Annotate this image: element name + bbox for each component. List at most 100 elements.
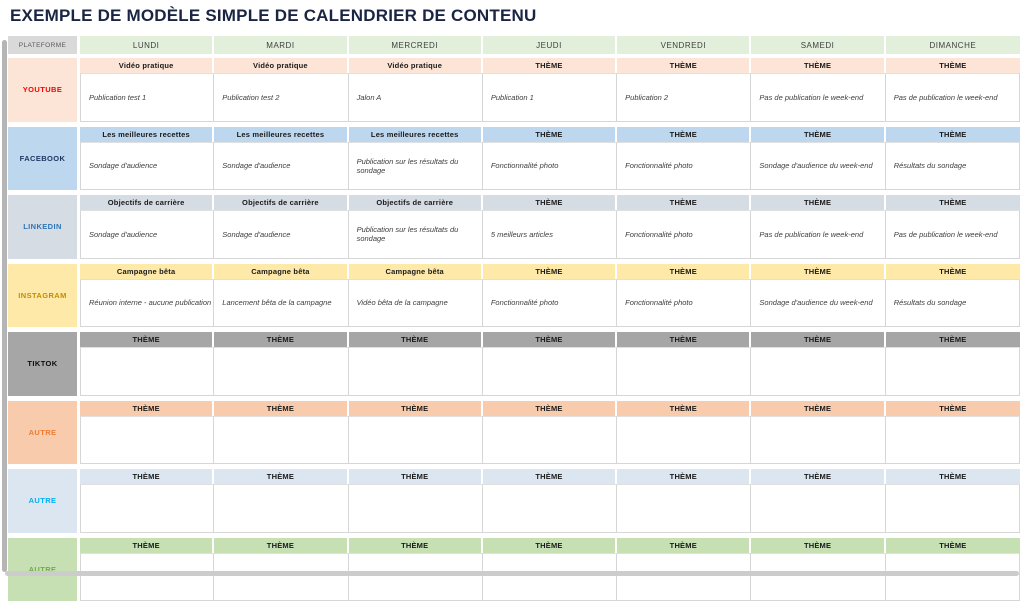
theme-cell[interactable]: THÈME [348, 469, 483, 484]
platform-cell-autre[interactable]: AUTRE [8, 400, 77, 464]
theme-cell[interactable]: Objectifs de carrière [80, 195, 215, 210]
content-cell[interactable]: Pas de publication le week-end [751, 73, 886, 122]
content-cell[interactable] [482, 552, 618, 601]
platform-cell-autre[interactable]: AUTRE [8, 537, 77, 601]
theme-cell[interactable]: THÈME [751, 58, 886, 73]
content-cell[interactable] [348, 552, 483, 601]
theme-cell[interactable]: THÈME [885, 58, 1020, 73]
content-cell[interactable] [885, 415, 1020, 464]
theme-cell[interactable]: THÈME [482, 332, 618, 347]
theme-cell[interactable]: Campagne bêta [348, 263, 483, 279]
theme-cell[interactable]: THÈME [885, 126, 1020, 142]
platform-cell-autre[interactable]: AUTRE [8, 469, 77, 533]
theme-cell[interactable]: THÈME [885, 537, 1020, 553]
content-cell[interactable] [80, 415, 215, 464]
content-cell[interactable]: Résultats du sondage [885, 278, 1020, 327]
content-cell[interactable]: Fonctionnalité photo [482, 141, 618, 190]
theme-cell[interactable]: THÈME [617, 58, 752, 73]
theme-cell[interactable]: THÈME [348, 537, 483, 553]
theme-cell[interactable]: THÈME [348, 332, 483, 347]
theme-cell[interactable]: THÈME [885, 400, 1020, 416]
content-cell[interactable]: Publication 2 [617, 73, 752, 122]
theme-cell[interactable]: THÈME [617, 332, 752, 347]
content-cell[interactable] [885, 347, 1020, 396]
content-cell[interactable] [617, 484, 752, 533]
theme-cell[interactable]: Objectifs de carrière [214, 195, 349, 210]
content-cell[interactable]: Pas de publication le week-end [751, 210, 886, 259]
theme-cell[interactable]: THÈME [751, 537, 886, 553]
content-cell[interactable] [751, 347, 886, 396]
theme-cell[interactable]: THÈME [214, 332, 349, 347]
content-cell[interactable]: Résultats du sondage [885, 141, 1020, 190]
content-cell[interactable]: Lancement bêta de la campagne [214, 278, 349, 327]
theme-cell[interactable]: THÈME [348, 400, 483, 416]
theme-cell[interactable]: THÈME [617, 537, 752, 553]
content-cell[interactable]: Publication sur les résultats du sondage [348, 141, 483, 190]
theme-cell[interactable]: THÈME [482, 58, 618, 73]
theme-cell[interactable]: Les meilleures recettes [80, 126, 215, 142]
content-cell[interactable]: 5 meilleurs articles [482, 210, 618, 259]
theme-cell[interactable]: THÈME [751, 126, 886, 142]
theme-cell[interactable]: THÈME [482, 400, 618, 416]
content-cell[interactable] [482, 415, 618, 464]
theme-cell[interactable]: THÈME [885, 469, 1020, 484]
content-cell[interactable] [751, 484, 886, 533]
theme-cell[interactable]: THÈME [617, 400, 752, 416]
theme-cell[interactable]: Les meilleures recettes [348, 126, 483, 142]
platform-cell-linkedin[interactable]: LINKEDIN [8, 195, 77, 259]
content-cell[interactable] [214, 347, 349, 396]
theme-cell[interactable]: THÈME [885, 263, 1020, 279]
content-cell[interactable]: Publication test 1 [80, 73, 215, 122]
theme-cell[interactable]: THÈME [482, 126, 618, 142]
theme-cell[interactable]: THÈME [617, 195, 752, 210]
content-cell[interactable]: Fonctionnalité photo [482, 278, 618, 327]
theme-cell[interactable]: Vidéo pratique [214, 58, 349, 73]
content-cell[interactable] [80, 347, 215, 396]
theme-cell[interactable]: Les meilleures recettes [214, 126, 349, 142]
content-cell[interactable] [80, 484, 215, 533]
theme-cell[interactable]: THÈME [885, 332, 1020, 347]
content-cell[interactable]: Publication 1 [482, 73, 618, 122]
content-cell[interactable]: Sondage d'audience [214, 210, 349, 259]
theme-cell[interactable]: THÈME [617, 263, 752, 279]
theme-cell[interactable]: THÈME [751, 332, 886, 347]
content-cell[interactable]: Fonctionnalité photo [617, 141, 752, 190]
theme-cell[interactable]: THÈME [214, 400, 349, 416]
theme-cell[interactable]: THÈME [214, 537, 349, 553]
theme-cell[interactable]: THÈME [751, 400, 886, 416]
theme-cell[interactable]: THÈME [751, 195, 886, 210]
platform-cell-instagram[interactable]: INSTAGRAM [8, 263, 77, 327]
theme-cell[interactable]: THÈME [885, 195, 1020, 210]
content-cell[interactable] [214, 415, 349, 464]
content-cell[interactable]: Sondage d'audience [80, 210, 215, 259]
content-cell[interactable] [617, 552, 752, 601]
content-cell[interactable]: Fonctionnalité photo [617, 210, 752, 259]
content-cell[interactable]: Sondage d'audience [214, 141, 349, 190]
theme-cell[interactable]: Campagne bêta [214, 263, 349, 279]
platform-cell-youtube[interactable]: YOUTUBE [8, 58, 77, 122]
content-cell[interactable] [617, 347, 752, 396]
content-cell[interactable] [885, 552, 1020, 601]
content-cell[interactable]: Pas de publication le week-end [885, 210, 1020, 259]
content-cell[interactable] [482, 347, 618, 396]
content-cell[interactable] [348, 484, 483, 533]
content-cell[interactable] [482, 484, 618, 533]
platform-cell-facebook[interactable]: FACEBOOK [8, 126, 77, 190]
content-cell[interactable] [348, 347, 483, 396]
theme-cell[interactable]: Vidéo pratique [80, 58, 215, 73]
content-cell[interactable]: Jalon A [348, 73, 483, 122]
theme-cell[interactable]: THÈME [482, 263, 618, 279]
theme-cell[interactable]: THÈME [80, 332, 215, 347]
theme-cell[interactable]: THÈME [80, 469, 215, 484]
content-cell[interactable]: Publication test 2 [214, 73, 349, 122]
content-cell[interactable] [80, 552, 215, 601]
theme-cell[interactable]: THÈME [482, 195, 618, 210]
theme-cell[interactable]: THÈME [80, 537, 215, 553]
content-cell[interactable]: Réunion interne - aucune publication [80, 278, 215, 327]
content-cell[interactable] [617, 415, 752, 464]
theme-cell[interactable]: THÈME [482, 537, 618, 553]
theme-cell[interactable]: THÈME [617, 469, 752, 484]
theme-cell[interactable]: THÈME [751, 263, 886, 279]
content-cell[interactable] [751, 552, 886, 601]
content-cell[interactable] [751, 415, 886, 464]
